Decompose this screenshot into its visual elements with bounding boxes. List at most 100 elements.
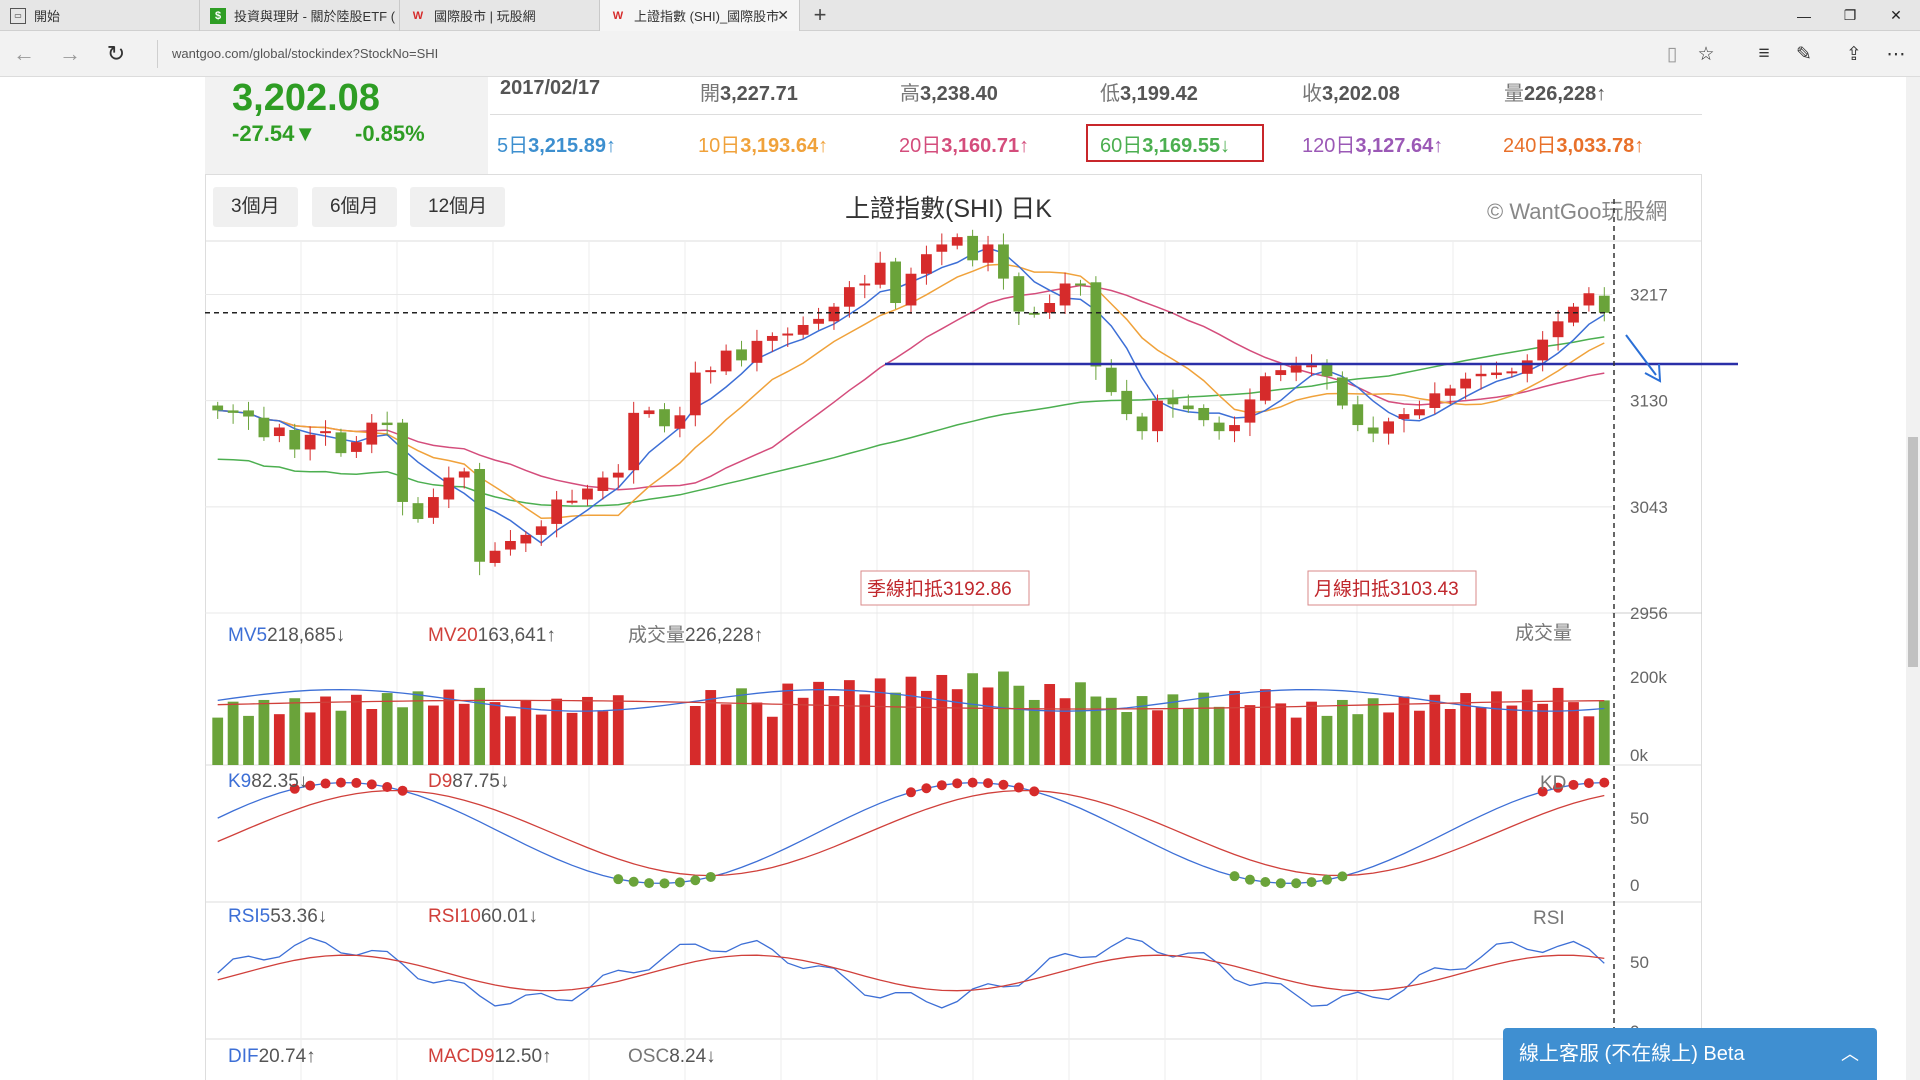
- candle-body: [304, 434, 316, 450]
- candle-body: [443, 477, 455, 500]
- candle-body: [998, 244, 1009, 279]
- favorite-star-icon[interactable]: ☆: [1697, 43, 1715, 65]
- volume-bar: [1290, 717, 1302, 765]
- kd-overbought-dot: [289, 783, 300, 794]
- candle-body: [227, 410, 239, 413]
- volume-bar: [289, 698, 301, 765]
- tab-start[interactable]: ▭ 開始: [0, 0, 200, 31]
- volume-bar: [1321, 715, 1333, 765]
- minimize-button[interactable]: —: [1797, 7, 1811, 24]
- price-tick-label: 3217: [1630, 285, 1668, 304]
- tab-bar: ▭ 開始 $ 投資與理財 - 關於陸股ETF ( W 國際股市 | 玩股網 W …: [0, 0, 1920, 31]
- close-window-button[interactable]: ✕: [1890, 7, 1902, 23]
- rsi-tick-label: 50: [1630, 953, 1649, 972]
- candle-body: [1537, 339, 1549, 361]
- wantgoo-logo-icon: W: [612, 9, 624, 22]
- restore-button[interactable]: ❐: [1843, 7, 1857, 23]
- kd-oversold-dot: [1306, 877, 1317, 888]
- candle-body: [643, 410, 655, 415]
- new-tab-button[interactable]: +: [813, 2, 827, 27]
- volume-bar: [273, 714, 285, 765]
- volume-bar: [227, 701, 239, 765]
- candle-body: [1167, 398, 1179, 405]
- url-field[interactable]: wantgoo.com/global/stockindex?StockNo=SH…: [157, 40, 438, 68]
- range-12m-button[interactable]: 12個月: [410, 187, 506, 227]
- kd-panel-name: KD: [1540, 773, 1566, 794]
- web-note-icon[interactable]: ✎: [1796, 43, 1812, 65]
- candle-body: [1352, 404, 1364, 426]
- tab-wantgoo-global[interactable]: W 國際股市 | 玩股網: [400, 0, 600, 31]
- volume-bar: [1414, 710, 1425, 765]
- volume-bar: [1136, 696, 1148, 765]
- mv20-indicator-value: 163,641↑: [478, 625, 556, 646]
- volume-bar: [689, 705, 701, 765]
- ma5-label: 5日: [497, 135, 529, 157]
- wantgoo-logo-icon: W: [412, 9, 424, 22]
- kd-overbought-dot: [1583, 778, 1594, 789]
- forward-icon[interactable]: →: [59, 41, 81, 66]
- refresh-icon[interactable]: ↻: [106, 41, 126, 66]
- candle-body: [612, 472, 624, 478]
- candle-body: [936, 244, 948, 252]
- volume-bar: [535, 714, 547, 765]
- range-3m-button[interactable]: 3個月: [213, 187, 298, 227]
- candle-body: [1552, 321, 1564, 338]
- candle-body: [474, 468, 486, 562]
- volume-bar: [1552, 687, 1564, 765]
- candle-body: [674, 415, 686, 429]
- chevron-up-icon[interactable]: ︿: [1841, 1044, 1859, 1064]
- volume-bar: [597, 711, 609, 765]
- volume-bar: [1568, 702, 1579, 765]
- share-icon[interactable]: ⇪: [1846, 43, 1862, 65]
- candle-body: [1152, 400, 1163, 432]
- volume-bar: [350, 694, 362, 765]
- volume-bar: [335, 710, 347, 765]
- close-tab-icon[interactable]: ✕: [777, 7, 789, 23]
- chart-title: 上證指數(SHI) 日K: [845, 195, 1052, 223]
- volume-bar: [1259, 689, 1271, 765]
- hub-icon[interactable]: ≡: [1758, 43, 1770, 64]
- kd-oversold-dot: [613, 874, 624, 885]
- scrollbar-thumb[interactable]: [1908, 437, 1918, 667]
- volume-bar: [1182, 708, 1194, 765]
- range-6m-button[interactable]: 6個月: [312, 187, 397, 227]
- volume-bar: [797, 697, 809, 765]
- price-tick-label: 3130: [1630, 392, 1668, 411]
- quote-low: 低3,199.42: [1100, 77, 1198, 106]
- kd-overbought-dot: [936, 780, 947, 791]
- close-value: 3,202.08: [1322, 83, 1400, 105]
- volume-bar: [905, 676, 917, 765]
- volume-bar: [1429, 694, 1441, 765]
- kd-overbought-dot: [998, 779, 1009, 790]
- kd-overbought-dot: [382, 782, 393, 793]
- macd9-indicator-label: MACD9: [428, 1046, 495, 1067]
- candlestick-chart[interactable]: 3217 3130 3043 2956 季線扣抵3192.86 月線扣抵3103.43 MV…: [0, 77, 1920, 1080]
- volume-bar: [474, 687, 486, 765]
- low-value: 3,199.42: [1120, 83, 1198, 105]
- price-change: -27.54▼: [232, 121, 317, 146]
- rsi5-indicator-value: 53.36↓: [270, 906, 327, 927]
- back-icon[interactable]: ←: [13, 41, 35, 66]
- tab-etf[interactable]: $ 投資與理財 - 關於陸股ETF (: [200, 0, 400, 31]
- volume-bar: [1090, 696, 1102, 765]
- ma60-line: [217, 336, 1605, 507]
- ma240-label: 240日: [1503, 135, 1557, 157]
- kd-oversold-dot: [1244, 874, 1255, 885]
- mv20-indicator-label: MV20: [428, 625, 478, 646]
- reading-view-icon[interactable]: ▯: [1666, 43, 1678, 65]
- volume-bar: [1521, 689, 1533, 765]
- candle-body: [1336, 377, 1348, 406]
- tab-shi[interactable]: W 上證指數 (SHI)_國際股市 ✕: [600, 0, 800, 31]
- candle-body: [335, 432, 347, 454]
- kd-overbought-dot: [366, 779, 377, 790]
- kd-oversold-dot: [690, 875, 701, 886]
- candle-body: [751, 340, 763, 363]
- volume-bar: [936, 674, 948, 765]
- volume-bar: [520, 700, 532, 765]
- candle-body: [1506, 371, 1518, 374]
- more-icon[interactable]: ⋯: [1886, 43, 1906, 65]
- month-deduction-label-box: [1307, 570, 1477, 606]
- quote-volume: 量226,228↑: [1504, 77, 1606, 106]
- candle-body: [628, 412, 640, 471]
- live-chat-bar[interactable]: 線上客服 (不在線上) Beta ︿: [1503, 1028, 1877, 1080]
